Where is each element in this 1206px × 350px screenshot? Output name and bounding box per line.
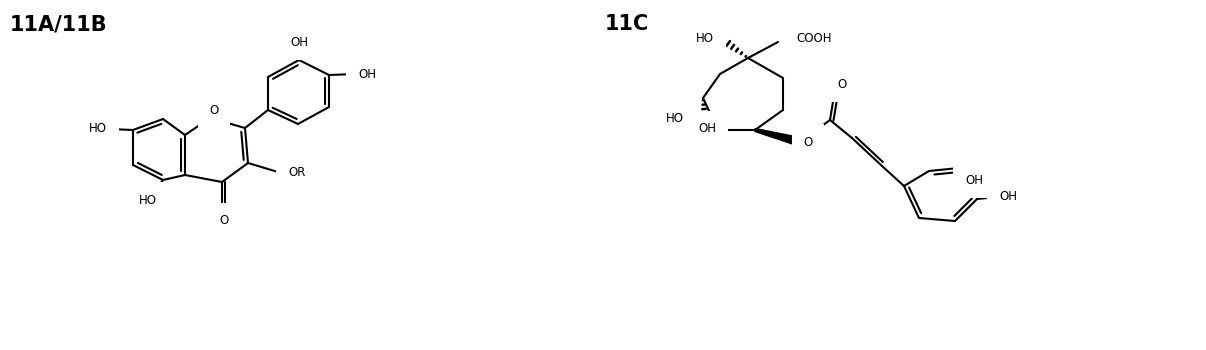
Text: O: O: [219, 215, 229, 228]
Text: O: O: [210, 105, 218, 118]
Text: HO: HO: [139, 194, 157, 206]
Text: OH: OH: [965, 174, 983, 187]
Text: HO: HO: [666, 112, 684, 125]
Text: O: O: [837, 77, 847, 91]
Text: COOH: COOH: [796, 32, 831, 44]
Text: 11A/11B: 11A/11B: [10, 14, 107, 34]
Text: O: O: [803, 135, 813, 148]
Text: 11C: 11C: [605, 14, 649, 34]
Text: OH: OH: [999, 189, 1017, 203]
Text: HO: HO: [696, 32, 714, 44]
Text: HO: HO: [89, 121, 107, 134]
Text: OH: OH: [289, 35, 308, 49]
Text: OH: OH: [698, 122, 716, 135]
Text: OR: OR: [288, 166, 305, 178]
Text: OH: OH: [358, 68, 376, 80]
Polygon shape: [755, 128, 800, 147]
